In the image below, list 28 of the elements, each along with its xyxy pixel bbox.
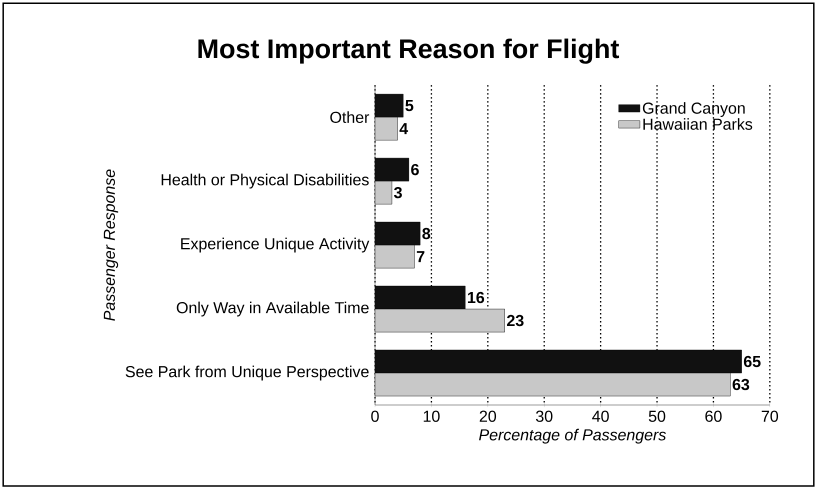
data-label: 7: [416, 251, 424, 262]
y-tick-label: Only Way in Available Time: [176, 302, 369, 316]
data-label: 5: [405, 100, 414, 112]
data-label: 16: [468, 292, 484, 304]
data-label: 3: [394, 186, 402, 198]
x-tick-label: 30: [536, 410, 552, 422]
data-label: 65: [744, 356, 761, 368]
y-tick-label: Health or Physical Disabilities: [162, 174, 369, 188]
x-tick-label: 50: [648, 410, 666, 422]
x-tick-label: 70: [762, 410, 778, 422]
y-tick-label: Experience Unique Activity: [181, 238, 370, 252]
legend-label: Grand Canyon: [642, 102, 745, 117]
y-tick-label: See Park from Unique Perspective: [126, 366, 369, 380]
data-label: 8: [422, 228, 430, 240]
data-label: 23: [506, 314, 524, 326]
legend-label: Hawaiian Parks: [643, 118, 752, 130]
x-tick-label: 40: [592, 410, 609, 422]
chart-title: Most Important Reason for Flight: [198, 38, 620, 64]
x-tick-label: 20: [480, 410, 496, 422]
data-label: 6: [411, 164, 419, 176]
x-tick-label: 0: [371, 410, 379, 422]
data-label: 63: [732, 378, 750, 390]
x-axis-title: Percentage of Passengers: [479, 428, 666, 444]
x-tick-label: 60: [705, 410, 722, 422]
y-axis-title: Passenger Response: [104, 169, 118, 321]
data-label: 4: [400, 123, 408, 134]
y-tick-label: Other: [330, 111, 370, 123]
x-tick-label: 10: [424, 410, 440, 422]
